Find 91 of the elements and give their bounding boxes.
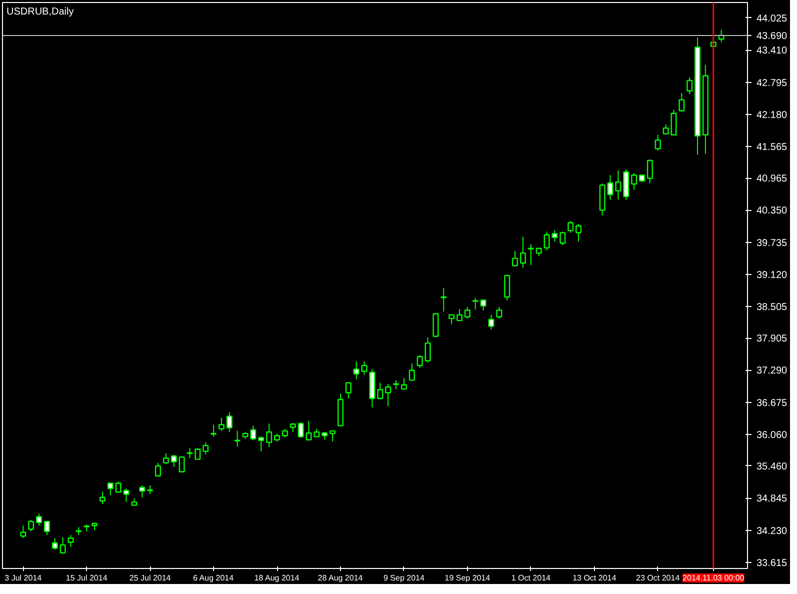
x-tick-label: 6 Aug 2014 bbox=[193, 574, 234, 582]
candlestick bbox=[472, 298, 478, 310]
candlestick bbox=[52, 538, 58, 550]
candlestick bbox=[615, 170, 622, 200]
candlestick bbox=[488, 314, 494, 330]
candlestick bbox=[528, 244, 534, 266]
candlestick bbox=[218, 417, 224, 432]
candlestick bbox=[686, 76, 693, 95]
candlestick bbox=[115, 481, 122, 493]
candlestick bbox=[377, 382, 384, 400]
candlestick bbox=[631, 172, 638, 190]
y-tick-label: 43.410 bbox=[756, 46, 788, 57]
x-tick-label: 18 Aug 2014 bbox=[254, 574, 300, 582]
y-tick-label: 42.795 bbox=[756, 78, 788, 89]
candlestick bbox=[654, 134, 661, 152]
candlestick bbox=[345, 382, 352, 399]
candlestick bbox=[178, 456, 185, 472]
y-tick-label: 40.965 bbox=[756, 174, 788, 184]
x-tick-label: 28 Aug 2014 bbox=[318, 574, 364, 582]
ref-line-label: 43.690 bbox=[756, 30, 788, 42]
candlestick bbox=[560, 231, 566, 246]
candlestick bbox=[448, 314, 455, 325]
candlestick bbox=[408, 362, 415, 381]
y-tick-label: 34.230 bbox=[756, 526, 788, 537]
candlestick bbox=[258, 436, 264, 452]
y-tick-label: 44.025 bbox=[756, 13, 788, 24]
candlestick bbox=[210, 424, 217, 438]
y-tick-label: 40.350 bbox=[756, 206, 788, 217]
candlestick bbox=[99, 491, 106, 505]
candlestick bbox=[123, 488, 130, 503]
candlestick bbox=[576, 223, 582, 242]
candlestick bbox=[464, 306, 470, 319]
candlestick bbox=[186, 448, 193, 459]
candlestick bbox=[155, 462, 161, 477]
y-tick-label: 39.735 bbox=[756, 238, 788, 249]
x-tick-label: 19 Sep 2014 bbox=[444, 574, 491, 582]
candlestick bbox=[68, 534, 74, 548]
y-tick-label: 34.845 bbox=[756, 494, 788, 505]
candlestick bbox=[298, 422, 304, 438]
candlestick bbox=[60, 536, 66, 554]
candlestick bbox=[496, 306, 502, 319]
y-tick-label: 37.905 bbox=[756, 334, 788, 345]
y-tick-label: 35.460 bbox=[756, 461, 788, 472]
candlestick bbox=[456, 308, 462, 322]
x-tick-label: 9 Sep 2014 bbox=[383, 574, 425, 582]
y-tick-label: 37.290 bbox=[756, 366, 788, 377]
candlestick bbox=[504, 274, 510, 301]
x-tick-label: 13 Oct 2014 bbox=[572, 574, 617, 582]
candlestick bbox=[424, 336, 431, 363]
candlestick bbox=[607, 174, 614, 200]
candlestick bbox=[416, 354, 423, 369]
y-tick-label: 33.615 bbox=[756, 558, 788, 569]
candlestick bbox=[36, 513, 42, 526]
candlestick bbox=[266, 423, 272, 448]
candlestick bbox=[234, 430, 240, 448]
candlestick bbox=[678, 92, 685, 112]
y-tick-label: 36.675 bbox=[756, 398, 788, 409]
chart-title: USDRUB,Daily bbox=[6, 6, 74, 18]
y-tick-label: 42.180 bbox=[756, 110, 788, 121]
x-tick-label: 1 Oct 2014 bbox=[511, 574, 552, 582]
candlestick bbox=[20, 525, 26, 539]
candlestick bbox=[353, 360, 360, 380]
x-tick-label: 2014.11.03 00:00 bbox=[682, 574, 745, 582]
candlestick bbox=[194, 448, 201, 460]
x-tick-label: 3 Jul 2014 bbox=[4, 574, 42, 582]
candlestick bbox=[226, 412, 232, 432]
x-tick-label: 25 Jul 2014 bbox=[129, 574, 172, 582]
candlestick bbox=[162, 452, 169, 464]
candlestick bbox=[646, 158, 653, 184]
candlestick bbox=[361, 360, 368, 376]
candlestick bbox=[480, 300, 486, 312]
y-tick-label: 39.120 bbox=[756, 270, 788, 282]
candlestick bbox=[306, 420, 312, 441]
candlestick bbox=[512, 250, 518, 266]
candlestick bbox=[330, 430, 336, 442]
y-tick-label: 36.060 bbox=[756, 430, 788, 442]
candlestick bbox=[520, 236, 526, 268]
x-tick-label: 15 Jul 2014 bbox=[66, 574, 108, 582]
candlestick bbox=[44, 520, 50, 536]
y-tick-label: 41.565 bbox=[756, 142, 788, 154]
candlestick bbox=[440, 288, 447, 312]
candlestick bbox=[107, 482, 114, 496]
candlestick bbox=[28, 519, 34, 532]
candlestick bbox=[139, 484, 146, 498]
candlestick bbox=[385, 383, 392, 407]
y-tick-label: 38.505 bbox=[756, 302, 788, 314]
candlestick bbox=[432, 313, 439, 338]
x-tick-label: 23 Oct 2014 bbox=[636, 574, 680, 582]
candlestick bbox=[170, 454, 177, 468]
candlestick bbox=[202, 442, 209, 455]
candlestick bbox=[568, 220, 574, 234]
